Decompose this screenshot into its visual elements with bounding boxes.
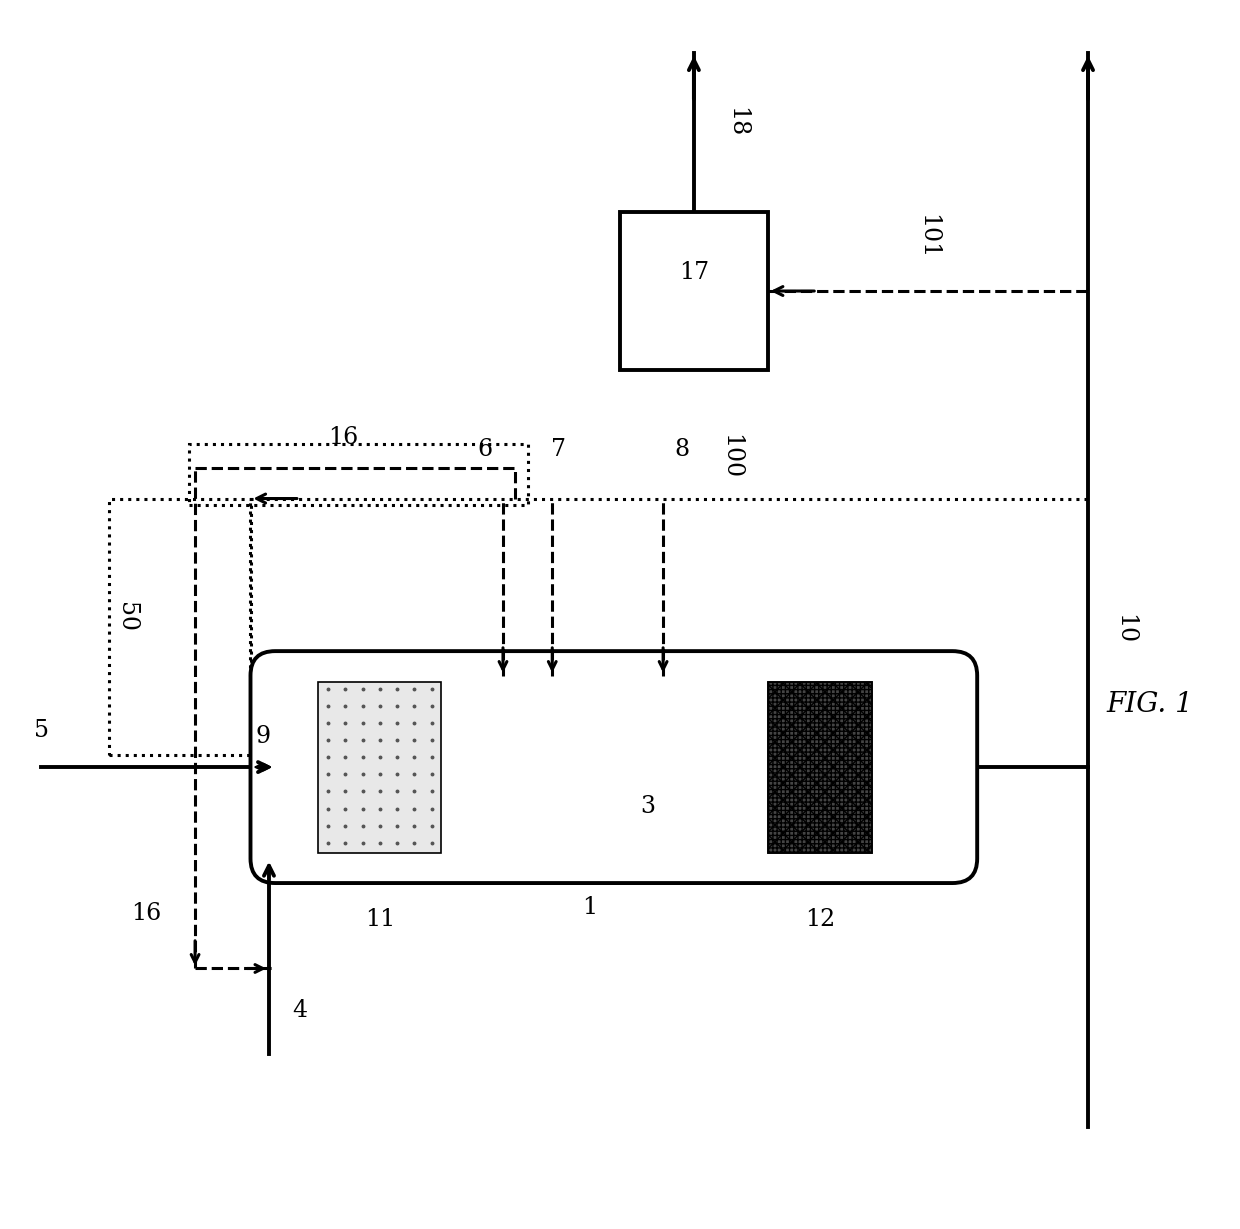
Text: 5: 5 [33, 719, 48, 741]
Bar [768, 682, 873, 853]
Text: 50: 50 [115, 602, 138, 632]
Text: 8: 8 [675, 438, 689, 461]
Text: 101: 101 [916, 214, 940, 259]
Text: 3: 3 [640, 795, 655, 817]
Bar [768, 682, 873, 853]
Text: 7: 7 [551, 438, 565, 461]
Text: 100: 100 [719, 434, 743, 479]
Bar [620, 211, 768, 370]
Text: 6: 6 [477, 438, 492, 461]
Text: 12: 12 [805, 908, 836, 930]
Text: 9: 9 [255, 725, 270, 747]
Text: 16: 16 [327, 425, 358, 449]
Text: FIG. 1: FIG. 1 [1106, 691, 1193, 718]
Text: 1: 1 [582, 896, 596, 918]
Text: 16: 16 [130, 902, 161, 924]
Text: 11: 11 [365, 908, 396, 930]
FancyBboxPatch shape [250, 651, 977, 884]
Text: 18: 18 [724, 107, 748, 138]
Text: 4: 4 [293, 999, 308, 1023]
Bar [188, 444, 528, 505]
Bar [109, 499, 250, 755]
Text: 17: 17 [678, 261, 709, 284]
Text: 10: 10 [1114, 613, 1137, 644]
Bar [319, 682, 441, 853]
